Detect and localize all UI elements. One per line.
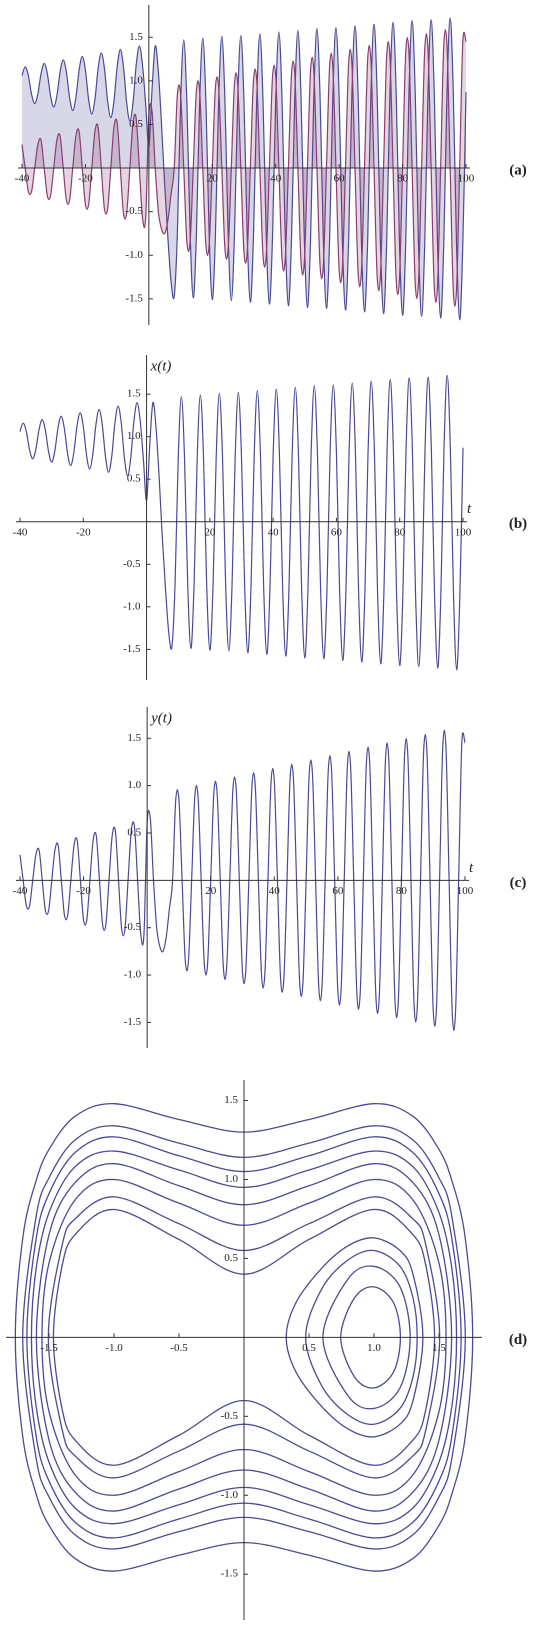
panel-label: (b)	[509, 516, 527, 532]
y-tick-label: 1.0	[127, 430, 141, 442]
series-line	[19, 374, 464, 671]
y-tick-label: 1.0	[129, 74, 143, 86]
series-line	[21, 29, 467, 307]
y-tick-label: 1.5	[129, 31, 143, 43]
y-tick-label: -1.0	[124, 969, 142, 981]
series-line	[21, 17, 467, 321]
x-tick-label: 1.0	[367, 1342, 381, 1354]
x-tick-label: 0.5	[302, 1342, 316, 1354]
x-tick-label: 40	[270, 173, 282, 185]
x-tick-label: 60	[334, 173, 346, 185]
panel-label: (a)	[509, 162, 527, 178]
x-tick-label: -20	[78, 173, 93, 185]
y-tick-label: -0.5	[125, 205, 143, 217]
x-axis-label: t	[469, 860, 474, 876]
y-tick-label: 1.0	[127, 779, 141, 791]
y-tick-label: 1.0	[224, 1173, 238, 1185]
x-tick-label: -40	[15, 173, 30, 185]
y-tick-label: -1.0	[221, 1489, 239, 1501]
x-tick-label: -40	[13, 526, 28, 538]
x-tick-label: 40	[269, 885, 281, 897]
x-tick-label: -20	[76, 526, 91, 538]
x-tick-label: 100	[455, 526, 472, 538]
y-tick-label: 1.5	[127, 388, 141, 400]
y-tick-label: -1.5	[123, 643, 141, 655]
y-tick-label: -0.5	[221, 1410, 239, 1422]
x-tick-label: 40	[268, 526, 280, 538]
area-fill	[22, 18, 466, 320]
x-tick-label: -1.0	[105, 1342, 123, 1354]
panel-label: (c)	[510, 875, 527, 891]
x-tick-label: 100	[458, 173, 475, 185]
y-tick-label: -1.5	[125, 292, 143, 304]
x-tick-label: 20	[204, 526, 216, 538]
y-axis-label: x(t)	[150, 358, 172, 374]
y-tick-label: 0.5	[129, 118, 143, 130]
x-tick-label: 1.5	[432, 1342, 446, 1354]
y-tick-label: 0.5	[224, 1252, 238, 1264]
x-tick-label: -20	[76, 885, 91, 897]
y-tick-label: -1.5	[124, 1016, 142, 1028]
x-tick-label: 80	[394, 526, 406, 538]
panel-label: (d)	[509, 1332, 527, 1348]
x-tick-label: -1.5	[40, 1342, 58, 1354]
x-axis-label: t	[467, 501, 472, 517]
x-tick-label: 20	[205, 885, 217, 897]
x-tick-label: 80	[397, 173, 409, 185]
y-tick-label: -0.5	[124, 921, 142, 933]
y-tick-label: 0.5	[127, 473, 141, 485]
y-tick-label: 1.5	[127, 732, 141, 744]
y-tick-label: 0.5	[127, 827, 141, 839]
x-tick-label: 20	[207, 173, 219, 185]
x-tick-label: 60	[331, 526, 343, 538]
series-line	[19, 729, 466, 1032]
y-tick-label: 1.5	[224, 1094, 238, 1106]
x-tick-label: 60	[332, 885, 344, 897]
y-tick-label: -1.5	[221, 1568, 239, 1580]
x-tick-label: 80	[396, 885, 408, 897]
x-tick-label: -40	[13, 885, 28, 897]
y-tick-label: -1.0	[123, 600, 141, 612]
y-tick-label: -1.0	[125, 249, 143, 261]
x-tick-label: 100	[457, 885, 474, 897]
y-tick-label: -0.5	[123, 558, 141, 570]
x-tick-label: -0.5	[170, 1342, 188, 1354]
y-axis-label: y(t)	[149, 710, 172, 726]
